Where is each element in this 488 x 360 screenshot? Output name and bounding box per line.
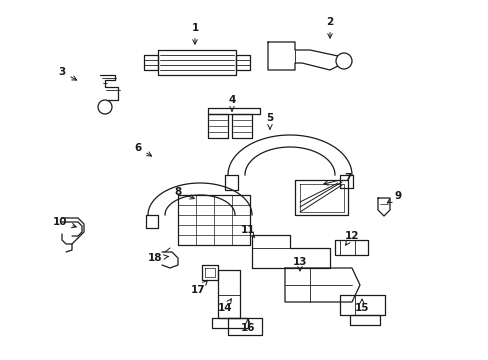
Text: 12: 12: [344, 231, 359, 245]
Text: 9: 9: [386, 191, 401, 203]
Polygon shape: [285, 268, 359, 302]
Polygon shape: [267, 42, 337, 70]
Polygon shape: [148, 183, 251, 215]
Polygon shape: [227, 135, 351, 175]
Polygon shape: [207, 108, 260, 114]
Polygon shape: [236, 55, 249, 70]
Polygon shape: [207, 114, 227, 138]
Polygon shape: [339, 295, 384, 315]
Polygon shape: [231, 114, 251, 138]
Text: 16: 16: [240, 319, 255, 333]
Polygon shape: [146, 215, 158, 228]
Text: 15: 15: [354, 299, 368, 313]
Text: 3: 3: [58, 67, 77, 80]
Polygon shape: [334, 240, 367, 255]
Polygon shape: [158, 50, 236, 75]
Polygon shape: [218, 270, 240, 318]
Polygon shape: [227, 318, 262, 335]
Polygon shape: [377, 198, 389, 216]
Polygon shape: [212, 318, 247, 328]
Text: 17: 17: [190, 280, 207, 295]
Circle shape: [98, 100, 112, 114]
Text: 2: 2: [325, 17, 333, 38]
Polygon shape: [224, 175, 238, 190]
Text: 10: 10: [53, 217, 76, 228]
Text: 18: 18: [147, 253, 168, 263]
Text: 5: 5: [266, 113, 273, 129]
Text: 13: 13: [292, 257, 306, 271]
Text: 6: 6: [134, 143, 151, 156]
Text: 7: 7: [323, 173, 351, 185]
Polygon shape: [349, 315, 379, 325]
Circle shape: [335, 53, 351, 69]
Text: 1: 1: [191, 23, 198, 44]
Polygon shape: [294, 180, 347, 215]
Text: 8: 8: [174, 187, 194, 199]
Polygon shape: [143, 55, 158, 70]
Text: 4: 4: [228, 95, 235, 111]
Polygon shape: [339, 175, 352, 188]
Text: 11: 11: [240, 225, 255, 238]
Polygon shape: [251, 235, 329, 268]
Text: 14: 14: [217, 299, 232, 313]
Polygon shape: [202, 265, 218, 280]
Polygon shape: [178, 195, 249, 245]
